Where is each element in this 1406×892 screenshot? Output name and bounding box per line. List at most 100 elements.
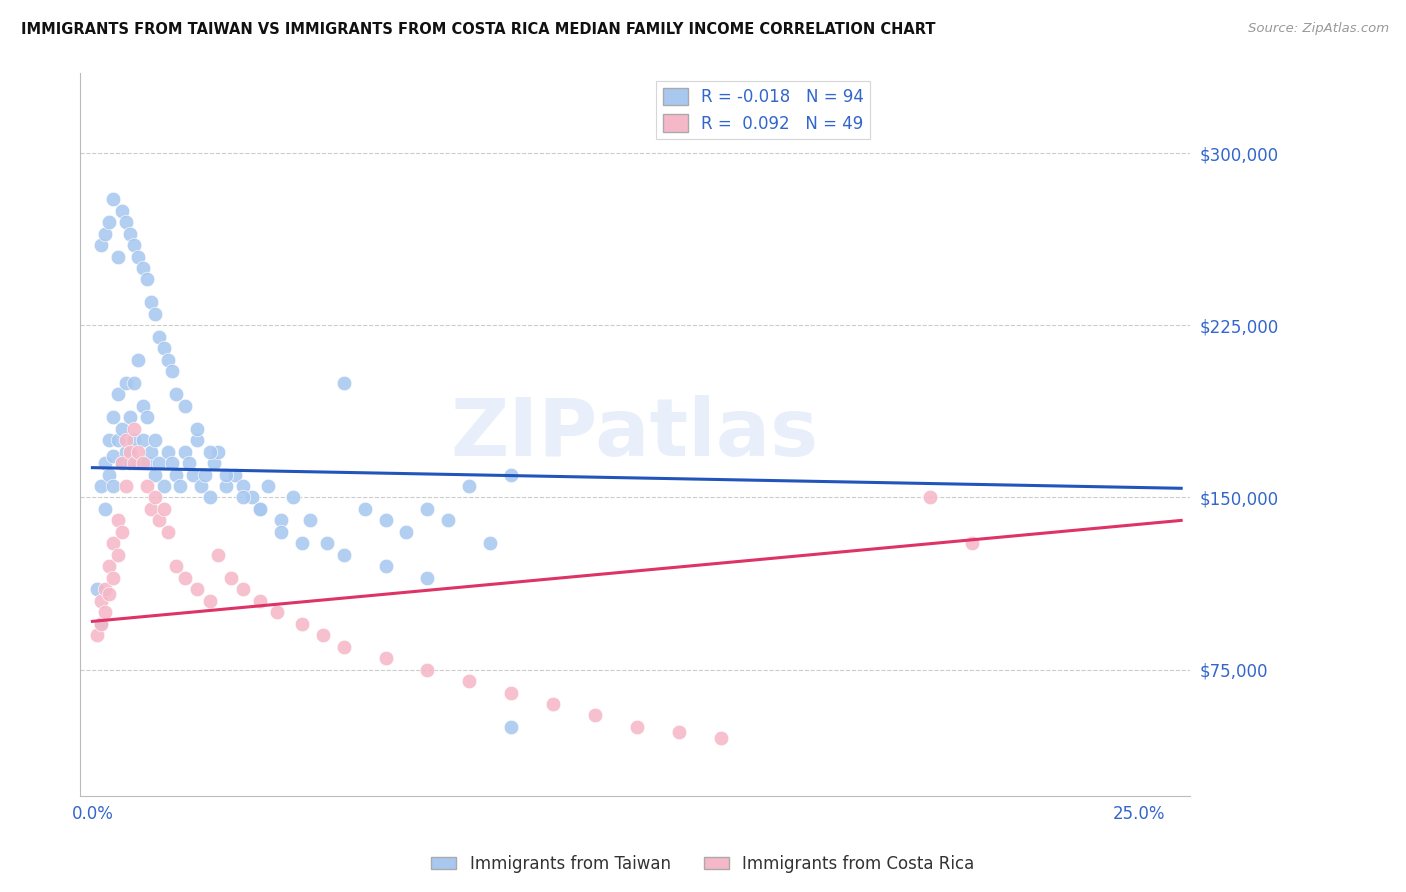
Point — [107, 433, 129, 447]
Point — [165, 387, 187, 401]
Point — [668, 724, 690, 739]
Point — [148, 456, 170, 470]
Point — [131, 260, 153, 275]
Legend: Immigrants from Taiwan, Immigrants from Costa Rica: Immigrants from Taiwan, Immigrants from … — [425, 848, 981, 880]
Point — [173, 399, 195, 413]
Point — [198, 491, 221, 505]
Point — [94, 605, 117, 619]
Point — [249, 593, 271, 607]
Point — [135, 479, 157, 493]
Point — [127, 456, 149, 470]
Point — [111, 456, 134, 470]
Point — [124, 433, 146, 447]
Point — [165, 467, 187, 482]
Legend: R = -0.018   N = 94, R =  0.092   N = 49: R = -0.018 N = 94, R = 0.092 N = 49 — [657, 81, 870, 139]
Point — [232, 491, 254, 505]
Point — [198, 444, 221, 458]
Point — [103, 479, 125, 493]
Point — [98, 215, 121, 229]
Point — [353, 502, 375, 516]
Point — [94, 582, 117, 597]
Point — [283, 491, 305, 505]
Point — [103, 449, 125, 463]
Point — [215, 479, 238, 493]
Point — [115, 433, 138, 447]
Point — [94, 227, 117, 241]
Point — [299, 513, 322, 527]
Point — [90, 479, 112, 493]
Point — [135, 456, 157, 470]
Point — [90, 238, 112, 252]
Point — [131, 399, 153, 413]
Point — [115, 215, 138, 229]
Point — [124, 456, 146, 470]
Point — [139, 444, 162, 458]
Point — [131, 433, 153, 447]
Point — [103, 536, 125, 550]
Point — [312, 628, 335, 642]
Point — [240, 491, 263, 505]
Point — [143, 433, 166, 447]
Point — [90, 616, 112, 631]
Point — [198, 593, 221, 607]
Point — [127, 444, 149, 458]
Point — [395, 524, 418, 539]
Point — [291, 616, 314, 631]
Point — [156, 444, 179, 458]
Point — [316, 536, 339, 550]
Point — [219, 571, 242, 585]
Text: ZIPatlas: ZIPatlas — [450, 395, 818, 474]
Point — [120, 410, 142, 425]
Point — [186, 582, 208, 597]
Point — [232, 582, 254, 597]
Point — [143, 307, 166, 321]
Point — [152, 341, 174, 355]
Point — [160, 364, 183, 378]
Point — [111, 456, 134, 470]
Point — [115, 376, 138, 390]
Point — [458, 673, 481, 688]
Point — [270, 513, 292, 527]
Point — [111, 422, 134, 436]
Point — [181, 467, 204, 482]
Point — [165, 559, 187, 574]
Point — [207, 548, 229, 562]
Point — [107, 387, 129, 401]
Point — [249, 502, 271, 516]
Point — [124, 422, 146, 436]
Point — [124, 376, 146, 390]
Point — [131, 456, 153, 470]
Point — [458, 479, 481, 493]
Point — [173, 571, 195, 585]
Point — [194, 467, 217, 482]
Point — [541, 697, 564, 711]
Point — [501, 467, 523, 482]
Point — [143, 491, 166, 505]
Point — [437, 513, 460, 527]
Text: IMMIGRANTS FROM TAIWAN VS IMMIGRANTS FROM COSTA RICA MEDIAN FAMILY INCOME CORREL: IMMIGRANTS FROM TAIWAN VS IMMIGRANTS FRO… — [21, 22, 935, 37]
Point — [148, 513, 170, 527]
Point — [98, 433, 121, 447]
Point — [120, 227, 142, 241]
Point — [291, 536, 314, 550]
Point — [152, 502, 174, 516]
Point — [124, 238, 146, 252]
Text: Source: ZipAtlas.com: Source: ZipAtlas.com — [1249, 22, 1389, 36]
Point — [416, 502, 439, 516]
Point — [583, 708, 606, 723]
Point — [156, 352, 179, 367]
Point — [160, 456, 183, 470]
Point — [115, 444, 138, 458]
Point — [186, 422, 208, 436]
Point — [107, 513, 129, 527]
Point — [173, 444, 195, 458]
Point — [501, 720, 523, 734]
Point — [139, 502, 162, 516]
Point — [103, 571, 125, 585]
Point — [332, 548, 354, 562]
Point — [120, 444, 142, 458]
Point — [152, 479, 174, 493]
Point — [103, 192, 125, 206]
Point — [202, 456, 225, 470]
Point — [960, 536, 983, 550]
